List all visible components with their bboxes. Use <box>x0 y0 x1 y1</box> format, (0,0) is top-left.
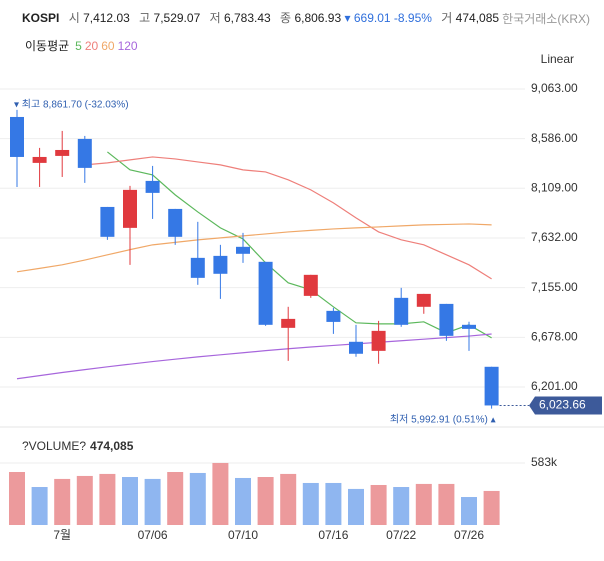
volume-bar <box>393 487 410 525</box>
volume-bar <box>167 472 184 525</box>
candle-body <box>258 261 273 325</box>
volume-bar <box>9 472 25 525</box>
y-tick-label: 7,632.00 <box>531 230 578 244</box>
volume-bar <box>370 484 387 525</box>
candle-body <box>416 293 431 307</box>
low-annotation: 최저 5,992.91 (0.51%) ▴ <box>390 413 496 425</box>
volume-bar <box>76 475 93 525</box>
last-price-label: 6,023.66 <box>539 398 586 412</box>
x-tick-label: 07/26 <box>454 528 484 542</box>
y-tick-label: 8,109.00 <box>531 180 578 194</box>
label: 시 <box>68 11 80 25</box>
change: ▾ 669.01 <box>344 11 391 25</box>
volume-bar <box>348 488 364 525</box>
volume-bar <box>483 490 500 525</box>
label: 거 <box>441 11 453 25</box>
candle-body <box>213 255 228 274</box>
y-tick-label: 6,201.00 <box>531 379 578 393</box>
value: 7,529.07 <box>153 11 201 25</box>
candle-body <box>190 257 205 278</box>
x-tick-label: 07/22 <box>386 528 416 542</box>
x-tick-label: 7월 <box>53 528 71 542</box>
candle-body <box>55 149 70 156</box>
candle-body <box>371 330 386 351</box>
candle-body <box>236 246 250 254</box>
candle-body <box>462 324 476 329</box>
candle-body <box>326 310 341 322</box>
legend-entry: 20 <box>84 39 99 53</box>
volume-bar <box>189 472 206 525</box>
ma-line <box>84 156 492 280</box>
legend-entry: 120 <box>117 39 138 53</box>
y-tick-label: 7,155.00 <box>531 280 578 294</box>
volume-bar <box>212 462 229 525</box>
value: 7,412.03 <box>83 11 130 25</box>
volume-bar <box>31 487 48 525</box>
label: 고 <box>139 11 151 25</box>
legend: 5 20 60 120 <box>72 39 137 53</box>
ma-label: 이동평균 <box>25 39 70 53</box>
volume-bar <box>302 482 319 525</box>
label: 저 <box>209 11 221 25</box>
ma-line <box>16 223 492 273</box>
candle-body <box>10 116 24 157</box>
volume-label: ?VOLUME? 474,085 <box>22 439 134 453</box>
candle-body <box>100 206 115 237</box>
legend-entry: 60 <box>101 39 115 53</box>
exchange: 한국거래소(KRX) <box>502 12 590 26</box>
scale-mode[interactable]: Linear <box>540 52 574 66</box>
x-tick-label: 07/06 <box>138 528 168 542</box>
candle-body <box>394 297 409 325</box>
volume-bar <box>415 483 432 525</box>
last-price-tag <box>529 396 602 415</box>
y-tick-label: 8,586.00 <box>531 131 578 145</box>
volume-name: ?VOLUME? <box>22 439 86 453</box>
candle-body <box>145 180 160 193</box>
y-tick-label: 583k <box>531 455 558 469</box>
volume-bar <box>144 478 161 525</box>
candle-body <box>484 366 499 406</box>
quote-header: KOSPI 시 7,412.03 고 7,529.07 저 6,783.43 종… <box>22 9 499 26</box>
candle-body <box>32 156 47 163</box>
candle-body <box>123 189 137 228</box>
volume-last: 474,085 <box>90 439 134 453</box>
volume-bar <box>257 477 274 525</box>
candle-body <box>168 208 183 237</box>
high-annotation: ▾ 최고 8,861.70 (-32.03%) <box>14 99 129 111</box>
change-pct: -8.95% <box>393 11 432 25</box>
candle-body <box>281 318 296 328</box>
volume-bar <box>235 477 251 525</box>
legend-entry: 5 <box>75 39 82 53</box>
value: 6,806.93 <box>294 11 342 25</box>
x-tick-label: 07/10 <box>228 528 258 542</box>
volume-bar <box>461 497 477 525</box>
candle-body <box>303 274 318 296</box>
x-tick-label: 07/16 <box>318 528 348 542</box>
ma-legend: 이동평균 5 20 60 120 <box>22 37 138 54</box>
volume-bar <box>438 483 455 525</box>
candle-body <box>349 341 363 354</box>
y-tick-label: 6,678.00 <box>531 329 578 343</box>
volume-bar <box>280 473 297 525</box>
volume-bar <box>99 473 116 525</box>
candle-body <box>77 138 92 168</box>
ma-line <box>16 333 492 380</box>
candle-body <box>439 303 454 336</box>
volume-bar <box>325 482 342 525</box>
value: 6,783.43 <box>223 11 271 25</box>
y-tick-label: 9,063.00 <box>531 81 578 95</box>
value: 474,085 <box>455 11 500 25</box>
ma-line <box>107 151 492 339</box>
volume-bar <box>122 477 138 525</box>
volume-bar <box>54 478 71 525</box>
label: 종 <box>280 11 292 25</box>
symbol: KOSPI <box>22 11 60 25</box>
